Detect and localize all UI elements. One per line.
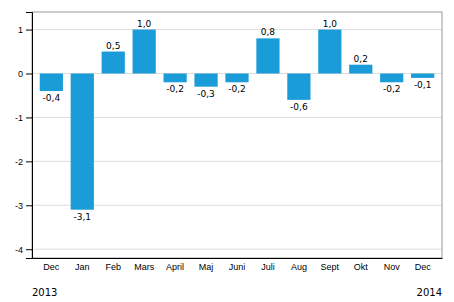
y-tick-label: 1 xyxy=(18,25,23,35)
data-label: -0,6 xyxy=(290,102,308,112)
x-tick: Nov xyxy=(384,262,401,272)
data-label: 0,5 xyxy=(106,41,120,51)
x-tick-label: Jan xyxy=(75,262,90,272)
x-tick: Mars xyxy=(134,262,154,272)
x-axis-line xyxy=(33,258,443,259)
bars xyxy=(40,30,435,210)
y-tick-mark xyxy=(26,74,32,75)
bar xyxy=(256,38,279,73)
y-tick-mark xyxy=(26,205,32,206)
x-tick: April xyxy=(166,262,184,272)
y-tick-label: -1 xyxy=(15,113,23,123)
y-tick: -4 xyxy=(15,245,32,255)
annotation: 2014 xyxy=(417,287,442,298)
bar xyxy=(349,65,372,74)
data-label: -0,2 xyxy=(166,84,184,94)
x-tick: Maj xyxy=(199,262,214,272)
x-tick-label: Nov xyxy=(384,262,401,272)
bar xyxy=(194,74,217,87)
x-tick-label: Juni xyxy=(229,262,246,272)
x-tick-label: Mars xyxy=(134,262,154,272)
x-tick: Juni xyxy=(229,262,246,272)
bar xyxy=(225,74,248,83)
bar xyxy=(287,74,310,100)
y-tick-mark xyxy=(26,161,32,162)
x-tick: Dec xyxy=(415,262,432,272)
grid-line xyxy=(32,29,442,30)
data-label: -0,1 xyxy=(414,80,432,90)
y-tick-label: -2 xyxy=(15,157,23,167)
data-label: 1,0 xyxy=(323,19,338,29)
x-tick: Aug xyxy=(291,262,307,272)
data-label: -3,1 xyxy=(74,212,92,222)
y-tick-mark xyxy=(26,117,32,118)
y-tick: -2 xyxy=(15,157,32,167)
data-label: -0,2 xyxy=(228,84,246,94)
y-tick-label: -3 xyxy=(15,201,23,211)
y-tick: 1 xyxy=(18,25,32,35)
bar xyxy=(164,74,187,83)
bar xyxy=(411,74,434,78)
grid-line xyxy=(32,249,442,250)
annotation: 2013 xyxy=(32,287,57,298)
x-tick-label: Dec xyxy=(415,262,432,272)
bar xyxy=(133,30,156,74)
y-axis-line xyxy=(26,13,33,259)
x-tick-label: April xyxy=(166,262,184,272)
data-label: -0,3 xyxy=(197,89,215,99)
data-labels: -0,4 -3,1 0,5 1,0 -0,2 -0,3 -0,2 0,8 -0,6 1,0 0,2 -… xyxy=(43,19,432,222)
bar xyxy=(380,74,403,83)
chart: -0,4 -3,1 0,5 1,0 -0,2 -0,3 -0,2 0,8 -0,6 1,0 0,2 -… xyxy=(0,0,454,302)
plot-frame xyxy=(32,12,442,258)
plot: -0,4 -3,1 0,5 1,0 -0,2 -0,3 -0,2 0,8 -0,6 1,0 0,2 -… xyxy=(15,12,443,272)
x-tick: Dec xyxy=(43,262,60,272)
x-tick-label: Feb xyxy=(105,262,121,272)
x-tick-label: Sept xyxy=(321,262,340,272)
bar xyxy=(71,74,94,210)
data-label: 1,0 xyxy=(137,19,152,29)
y-tick-label: 0 xyxy=(18,69,23,79)
data-label: -0,4 xyxy=(43,93,61,103)
x-tick: Jan xyxy=(75,262,90,272)
y-axis: -4 -3 -2 -1 0 1 xyxy=(15,13,33,259)
x-tick: Feb xyxy=(105,262,121,272)
data-label: 0,2 xyxy=(354,54,368,64)
x-tick-label: Okt xyxy=(354,262,369,272)
x-tick: Okt xyxy=(354,262,369,272)
x-tick: Juli xyxy=(261,262,275,272)
bar xyxy=(102,52,125,74)
y-tick-mark xyxy=(26,249,32,250)
grid xyxy=(32,30,442,250)
y-tick: -3 xyxy=(15,201,32,211)
y-tick-mark xyxy=(26,30,32,31)
x-tick-label: Maj xyxy=(199,262,214,272)
data-label: 0,8 xyxy=(261,27,276,37)
x-tick-label: Dec xyxy=(43,262,60,272)
y-tick: 0 xyxy=(18,69,32,79)
y-tick-label: -4 xyxy=(15,245,23,255)
x-tick: Sept xyxy=(321,262,340,272)
y-tick: -1 xyxy=(15,113,32,123)
x-axis: Dec Jan Feb Mars April Maj Juni Juli Aug Sept Okt N… xyxy=(33,259,443,273)
x-tick-label: Juli xyxy=(261,262,275,272)
bar xyxy=(40,74,63,92)
data-label: -0,2 xyxy=(383,84,401,94)
bar xyxy=(318,30,341,74)
x-tick-label: Aug xyxy=(291,262,307,272)
